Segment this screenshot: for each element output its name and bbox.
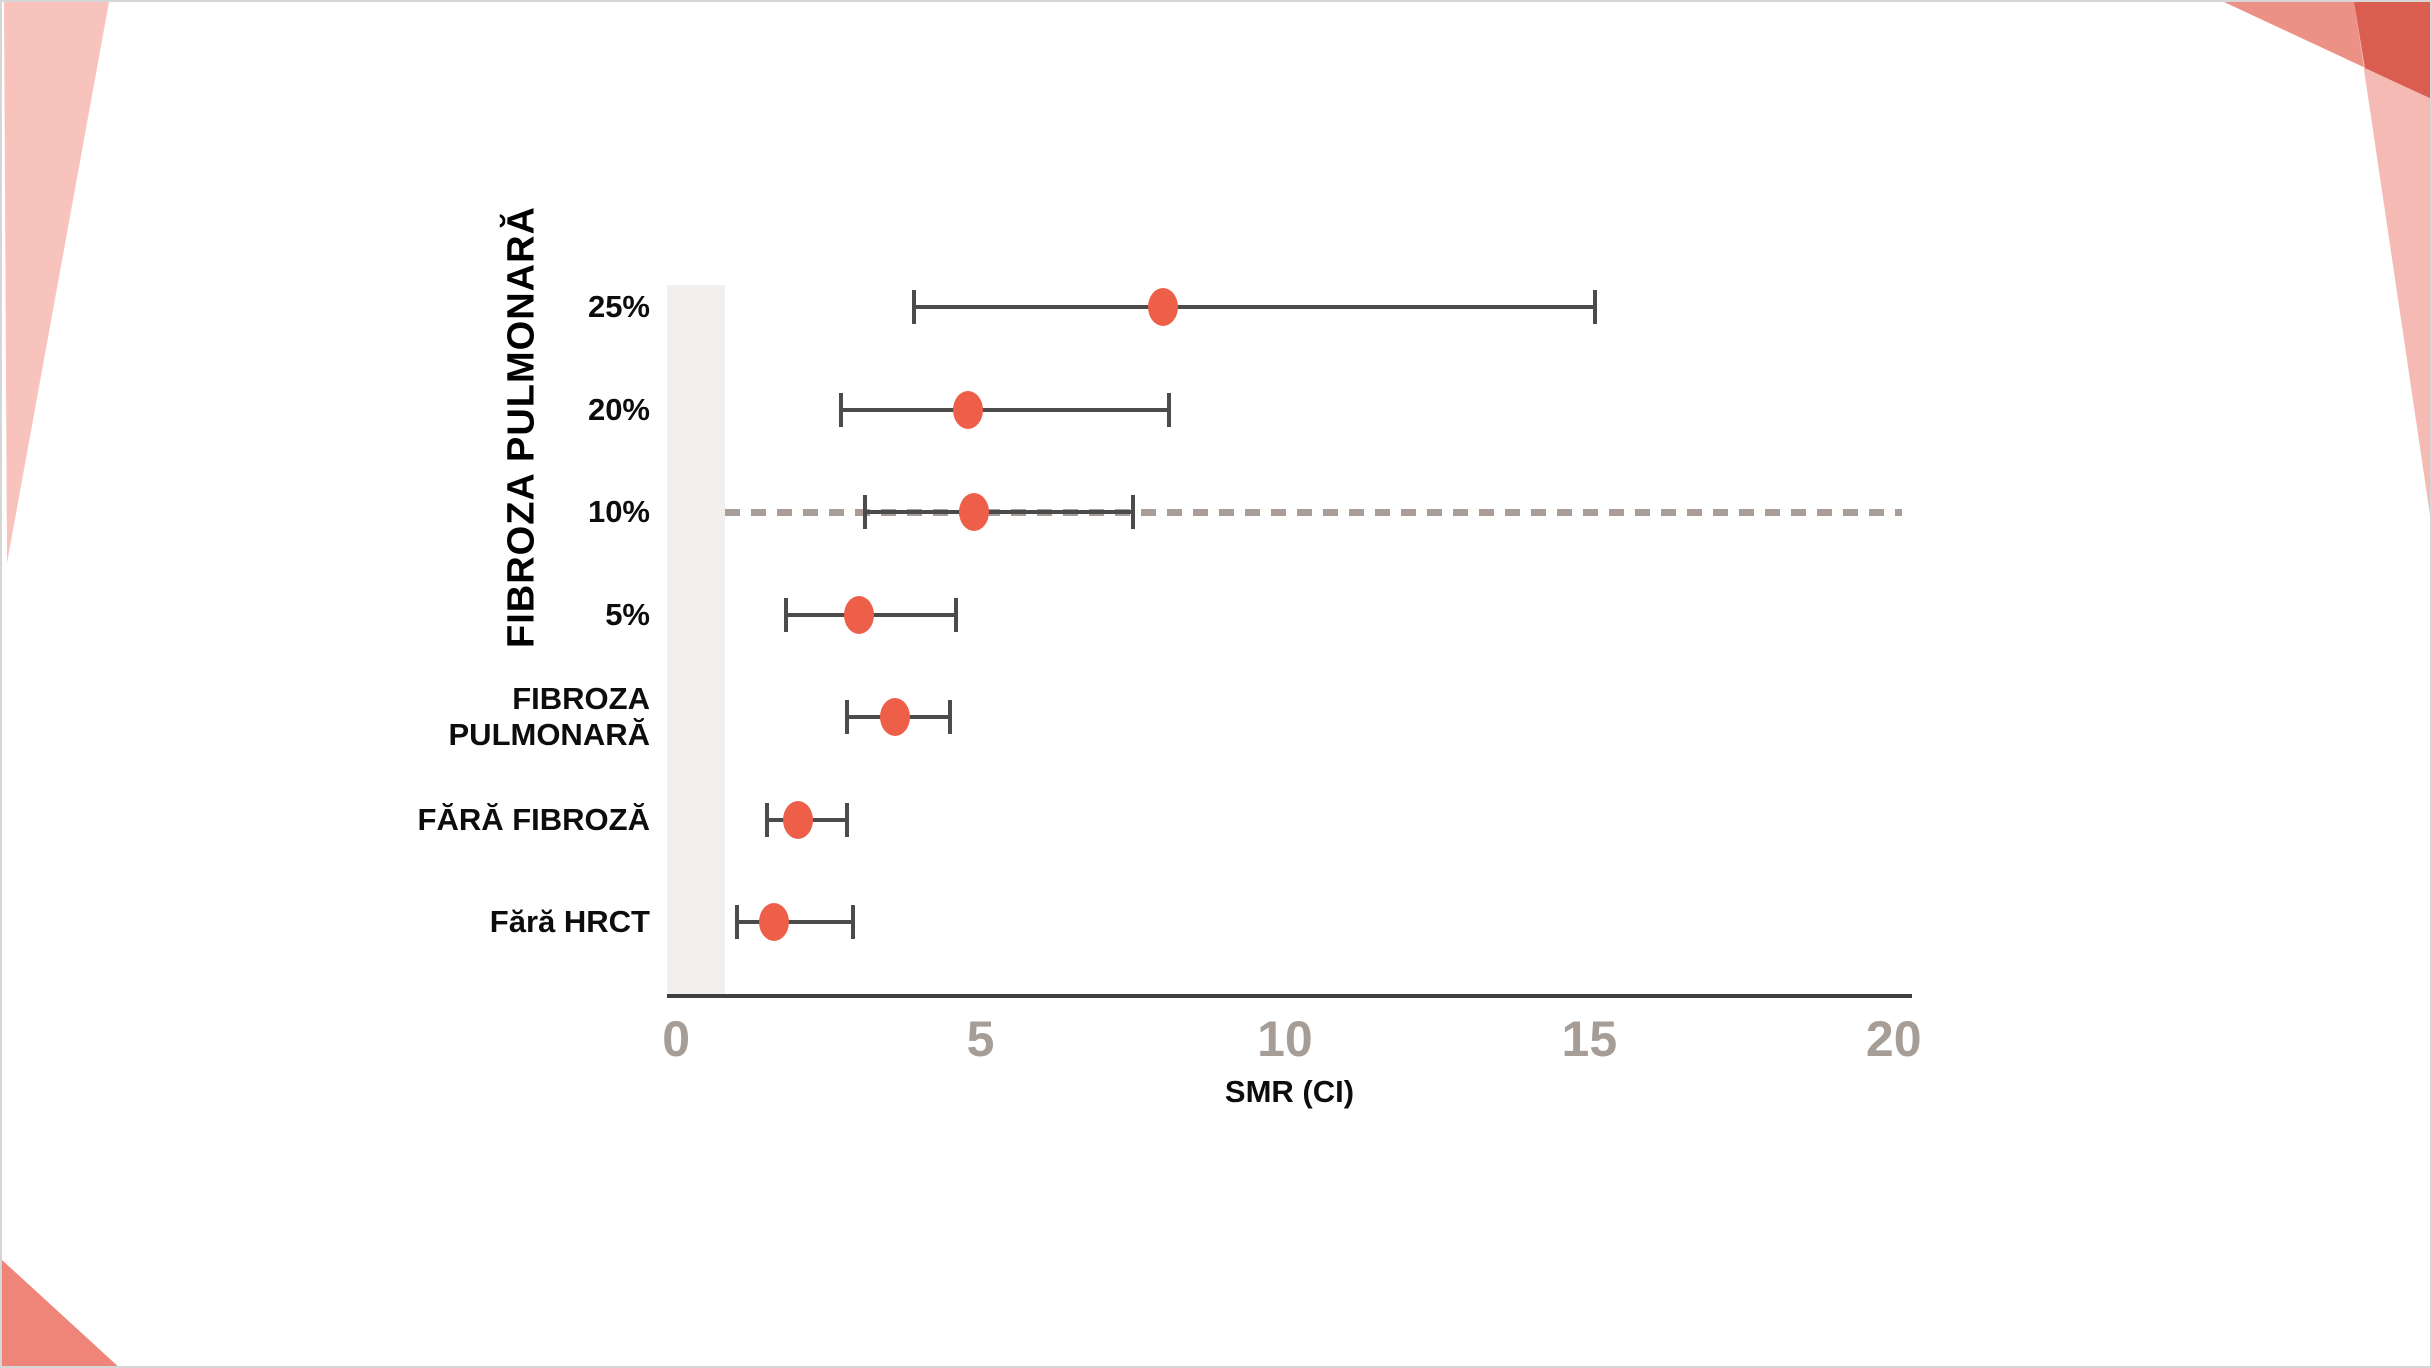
x-tick-label: 15 <box>1561 1011 1618 1067</box>
category-label: 10% <box>587 494 650 530</box>
category-label: FĂRĂ FIBROZĂ <box>417 801 650 837</box>
ci-bar <box>913 305 1596 309</box>
ci-cap-high <box>850 905 855 939</box>
x-axis-title: SMR (CI) <box>1224 1074 1355 1109</box>
ci-cap-low <box>911 290 916 324</box>
x-axis-line <box>667 994 1912 998</box>
ci-cap-high <box>948 700 953 734</box>
ci-cap-high <box>844 802 849 837</box>
ci-cap-high <box>1130 495 1135 529</box>
ci-cap-high <box>1593 290 1598 324</box>
ci-bar <box>864 510 1133 514</box>
ci-cap-low <box>838 392 843 427</box>
plot-area <box>667 285 1912 998</box>
x-tick-label: 20 <box>1865 1011 1922 1067</box>
reference-band <box>667 285 725 994</box>
ci-cap-low <box>765 802 770 837</box>
ci-bar <box>737 920 853 924</box>
forest-dot <box>959 493 990 531</box>
forest-dot <box>953 390 984 429</box>
forest-dot <box>1148 288 1179 326</box>
ci-cap-low <box>844 700 849 734</box>
x-tick-label: 10 <box>1257 1011 1313 1067</box>
ci-cap-low <box>783 597 788 632</box>
forest-dot <box>880 698 911 736</box>
category-label: 20% <box>587 391 650 427</box>
x-tick-label: 0 <box>662 1011 691 1067</box>
forest-dot <box>782 800 813 839</box>
ci-cap-high <box>1167 392 1172 427</box>
dashed-reference-line <box>724 508 1902 516</box>
category-label: Fără HRCT <box>489 904 650 940</box>
ci-cap-high <box>954 597 959 632</box>
ci-bar <box>840 407 1170 412</box>
ci-cap-low <box>862 495 867 529</box>
category-label: FIBROZA PULMONARĂ <box>448 681 651 752</box>
forest-dot <box>758 903 789 941</box>
category-label: 25% <box>587 289 650 325</box>
x-axis-ticks: 0 5 10 15 20 <box>662 1010 1921 1070</box>
x-tick-label: 5 <box>966 1011 995 1067</box>
ci-cap-low <box>735 905 739 939</box>
category-label: 5% <box>605 596 650 632</box>
forest-dot <box>843 595 874 634</box>
category-labels: 25% 20% 10% 5% FIBROZA PULMONARĂ FĂRĂ FIBROZĂ… <box>342 285 650 994</box>
